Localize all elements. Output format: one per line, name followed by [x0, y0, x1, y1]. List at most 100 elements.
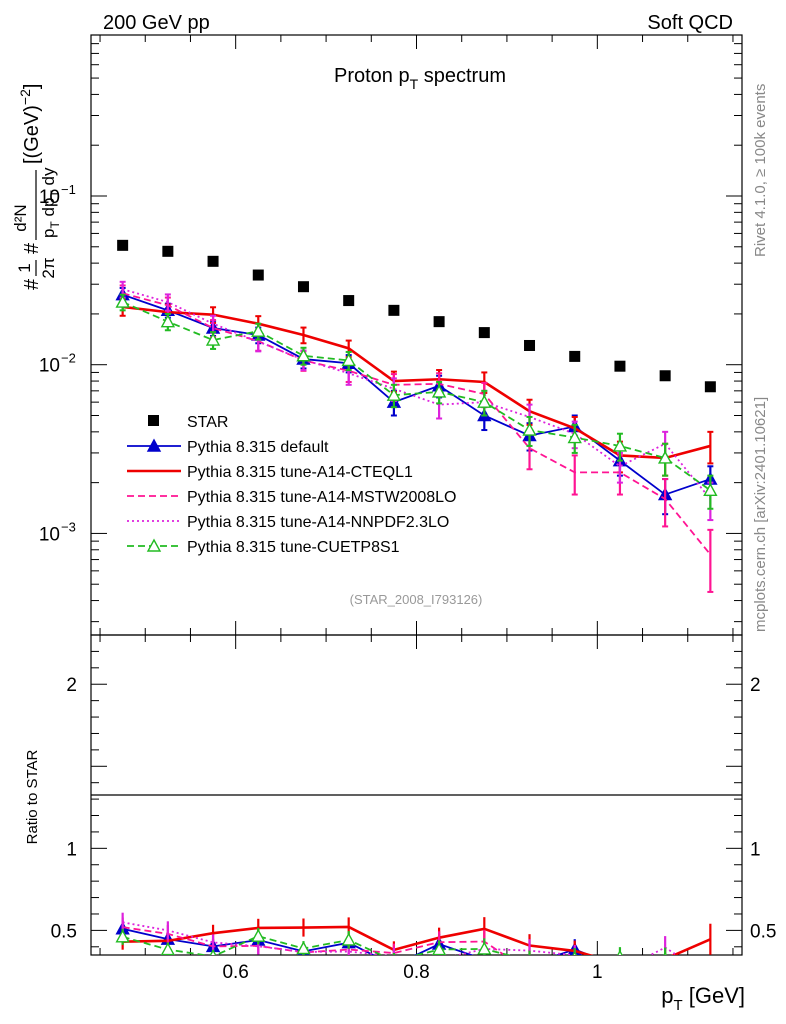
series-marker	[115, 294, 130, 308]
y-tick-exponent: −2	[61, 351, 76, 366]
x-axis-label: pT [GeV]	[661, 983, 745, 1014]
ratio-marker	[393, 953, 395, 955]
x-tick-label: 0.6	[222, 962, 248, 983]
star-data-point	[207, 255, 219, 267]
chart-title: Proton pT spectrum	[334, 65, 506, 92]
series-star	[117, 239, 716, 393]
ratio-line	[122, 926, 506, 955]
ratio-tick-label: 1	[66, 839, 77, 860]
series-pythia-8-315-tune-cuetp8s1	[115, 293, 718, 510]
ratio-marker	[617, 949, 623, 955]
star-data-point	[524, 339, 536, 351]
ratio-series	[115, 912, 716, 978]
legend-label: Pythia 8.315 tune-A14-NNPDF2.3LO	[187, 514, 449, 531]
star-data-point	[297, 281, 309, 293]
ratio-marker	[296, 941, 311, 955]
legend-label: Pythia 8.315 tune-CUETP8S1	[187, 539, 400, 556]
ratio-y-label: Ratio to STAR	[24, 749, 41, 844]
legend-label: Pythia 8.315 tune-A14-MSTW2008LO	[187, 489, 456, 506]
series-marker	[612, 438, 628, 452]
series-marker	[386, 387, 402, 401]
legend-entry: Pythia 8.315 tune-A14-MSTW2008LO	[127, 489, 456, 506]
header-energy: 200 GeV pp	[103, 12, 210, 34]
legend-marker	[146, 538, 162, 552]
series-line	[122, 288, 712, 500]
series-marker	[160, 314, 176, 328]
ratio-pythia-8-315-tune-cuetp8s1	[115, 927, 716, 978]
star-data-point	[343, 295, 355, 307]
mcplots-source-note: mcplots.cern.ch [arXiv:2401.10621]	[752, 397, 769, 632]
ratio-marker	[704, 960, 716, 971]
y-tick-exponent: −1	[61, 182, 76, 197]
series-marker	[205, 332, 221, 346]
ratio-marker	[115, 929, 130, 943]
ratio-data-area	[115, 912, 716, 978]
ratio-marker	[663, 951, 668, 955]
star-data-point	[704, 381, 716, 393]
series-line	[122, 301, 711, 492]
x-tick-label: 0.8	[403, 962, 429, 983]
series-line	[122, 305, 711, 460]
star-data-point	[478, 327, 490, 339]
star-data-point	[252, 269, 264, 281]
star-data-point	[388, 304, 400, 316]
series-pythia-8-315-tune-a14-nnpdf2-3lo	[119, 280, 714, 522]
legend-entry: Pythia 8.315 tune-A14-NNPDF2.3LO	[127, 514, 449, 531]
legend-entry: Pythia 8.315 tune-CUETP8S1	[127, 538, 400, 556]
series-marker	[431, 384, 447, 398]
ratio-tick-label-right: 0.5	[750, 921, 776, 942]
main-series	[115, 239, 718, 593]
y-tick-label: 10	[39, 356, 60, 377]
ratio-marker	[341, 932, 356, 946]
ratio-tick-label-right: 1	[750, 839, 761, 860]
ratio-marker	[477, 941, 492, 955]
svg-text:#: #	[21, 242, 43, 254]
ratio-pythia-8-315-tune-a14-mstw2008lo	[121, 917, 506, 955]
svg-text:2π: 2π	[39, 257, 58, 278]
legend-label: Pythia 8.315 tune-A14-CTEQL1	[187, 464, 413, 481]
legend-label: Pythia 8.315 default	[187, 439, 329, 456]
series-line	[122, 292, 712, 556]
star-data-point	[659, 370, 671, 382]
legend: STAR Pythia 8.315 default Pythia 8.315 tun…	[127, 414, 456, 556]
svg-text:d²N: d²N	[11, 204, 30, 231]
series-marker	[703, 482, 718, 497]
series-marker	[522, 422, 537, 436]
series-marker	[657, 450, 673, 464]
ratio-line	[122, 921, 679, 955]
series-marker	[251, 323, 266, 337]
legend-label: STAR	[187, 414, 228, 431]
x-tick-label: 1	[592, 962, 603, 983]
series-marker	[477, 394, 492, 408]
series-marker	[296, 348, 311, 362]
legend-entry: Pythia 8.315 default	[127, 438, 329, 456]
ratio-marker	[704, 967, 716, 978]
analysis-tag: (STAR_2008_I793126)	[350, 592, 483, 607]
legend-marker	[146, 438, 162, 452]
svg-text:[(GeV)−2]: [(GeV)−2]	[17, 84, 43, 164]
ratio-marker	[528, 953, 531, 955]
ratio-marker	[388, 960, 400, 971]
svg-text:pT dpT dy: pT dpT dy	[39, 167, 62, 238]
y-axis-label: # 1 2π # d²N pT dpT dy [(GeV)−2]	[11, 84, 62, 290]
series-marker	[567, 430, 582, 444]
ratio-tick-label: 2	[66, 675, 77, 696]
star-data-point	[614, 360, 626, 372]
rivet-version-note: Rivet 4.1.0, ≥ 100k events	[752, 84, 769, 257]
star-data-point	[117, 239, 129, 251]
legend-entry: Pythia 8.315 tune-A14-CTEQL1	[127, 464, 413, 481]
main-data-area	[115, 239, 718, 593]
y-tick-label: 10	[39, 187, 60, 208]
ratio-line	[122, 925, 711, 955]
ratio-line	[122, 935, 512, 955]
axis-ticks: 0.6 0.8 110−110−210 −30.5 0.51 12 2	[39, 34, 776, 983]
ratio-tick-label-right: 2	[750, 675, 761, 696]
ratio-marker	[432, 942, 447, 955]
series-marker	[341, 352, 356, 367]
svg-text:#: #	[21, 278, 43, 290]
star-data-point	[569, 350, 581, 362]
ratio-marker	[209, 948, 217, 955]
ratio-marker	[160, 942, 175, 955]
header-category: Soft QCD	[647, 12, 733, 34]
